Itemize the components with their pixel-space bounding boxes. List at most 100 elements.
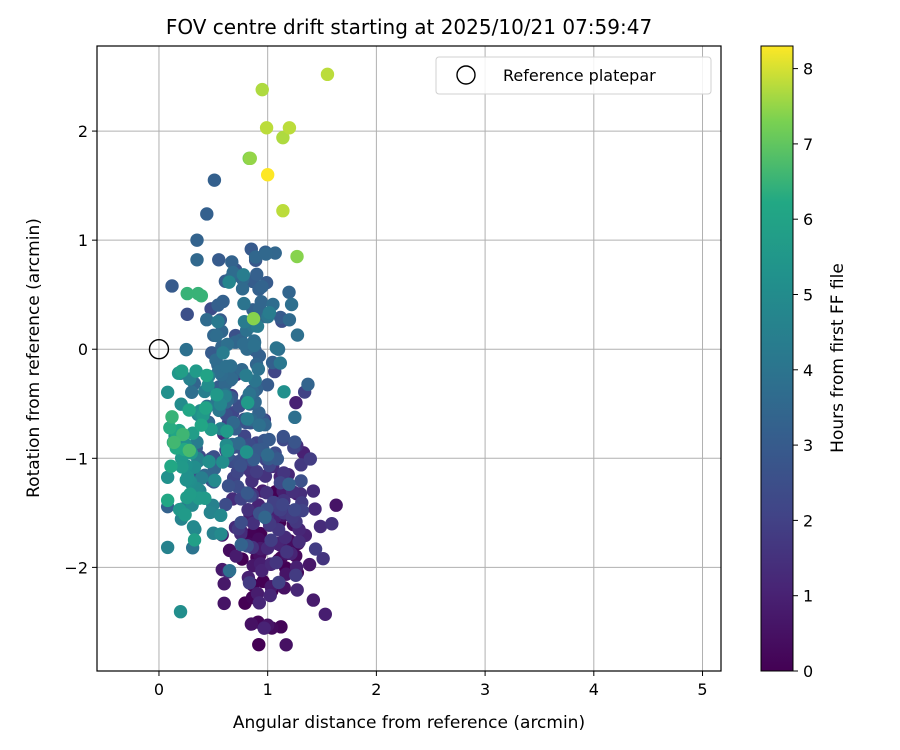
data-point [203,505,218,520]
colorbar-tick-label: 7 [803,135,813,154]
data-point [254,295,268,309]
data-point [207,173,222,187]
data-point [280,545,294,559]
data-point [240,395,255,410]
data-point [221,479,236,493]
data-point [200,207,214,221]
data-point [308,502,322,516]
data-point [276,130,290,145]
data-point [255,82,269,97]
data-point [252,637,266,652]
data-point [175,364,189,378]
data-point [200,368,214,383]
data-point [178,508,192,522]
data-point [244,617,259,631]
data-point [260,448,275,462]
data-point [237,296,251,311]
data-point [163,421,177,435]
y-axis-label: Rotation from reference (arcmin) [24,218,44,498]
legend-label: Reference platepar [503,66,656,85]
y-tick-label: −1 [64,449,88,468]
data-point [173,605,188,619]
data-point [313,519,328,534]
data-point [255,563,269,578]
data-point [262,306,277,320]
data-point [318,607,332,621]
data-point [233,458,248,473]
data-point [282,477,296,491]
x-tick-label: 4 [589,680,599,699]
data-point [288,435,302,449]
data-point [320,67,335,82]
colorbar: 0 1 2 3 4 5 6 7 8 [760,45,813,681]
data-point [186,426,200,440]
data-point [220,424,234,438]
data-point [212,253,226,267]
data-point [306,593,321,607]
data-point [260,168,275,182]
data-point [264,533,278,547]
data-point [288,410,302,425]
data-point [211,314,225,329]
colorbar-gradient [760,45,794,672]
data-point [249,464,264,479]
data-point [263,588,277,603]
data-point [202,454,216,469]
data-point [195,471,209,485]
data-point [235,282,250,296]
data-point [292,535,306,549]
data-point [182,403,196,417]
data-point [252,418,266,432]
data-point [216,294,230,309]
data-point [208,473,222,488]
chart-title: FOV centre drift starting at 2025/10/21 … [166,15,652,39]
data-point [325,517,339,531]
data-point [294,474,308,488]
data-point [236,337,251,351]
data-point [257,621,271,635]
data-point [316,551,330,566]
data-point [252,596,267,610]
data-point [160,493,175,508]
data-point [217,596,231,611]
data-point [214,508,228,523]
data-point [289,568,303,582]
data-point [301,377,315,392]
data-point [276,204,290,218]
data-point [194,418,209,432]
data-point [219,359,233,373]
data-point [167,435,181,450]
data-point [225,255,239,269]
data-point [194,289,209,303]
data-point [179,473,194,487]
data-point [165,279,179,293]
x-tick-label: 1 [263,680,273,699]
data-point [216,346,230,360]
data-point [272,575,286,590]
data-point [187,533,202,547]
data-point [250,267,264,282]
x-tick-label: 2 [371,680,381,699]
data-point [217,577,231,591]
data-point [165,410,179,424]
data-point [289,395,303,410]
data-point [180,307,194,322]
plot-axes: 0 1 2 3 4 5 −2 −1 0 1 2 [64,45,722,699]
colorbar-tick-label: 1 [803,587,813,606]
data-point [239,368,253,383]
plot-frame [96,45,722,672]
data-point [290,583,304,597]
data-point [282,121,297,135]
colorbar-tick-label: 5 [803,285,813,304]
y-tick-label: 1 [78,231,88,250]
data-point [176,427,190,442]
data-point [183,487,197,501]
data-point [190,253,204,267]
data-point [222,275,236,289]
data-point [199,401,213,415]
data-point [275,497,290,512]
data-point [260,378,275,392]
data-point [201,378,215,392]
x-tick-label: 5 [697,680,707,699]
colorbar-label: Hours from first FF file [828,263,848,453]
